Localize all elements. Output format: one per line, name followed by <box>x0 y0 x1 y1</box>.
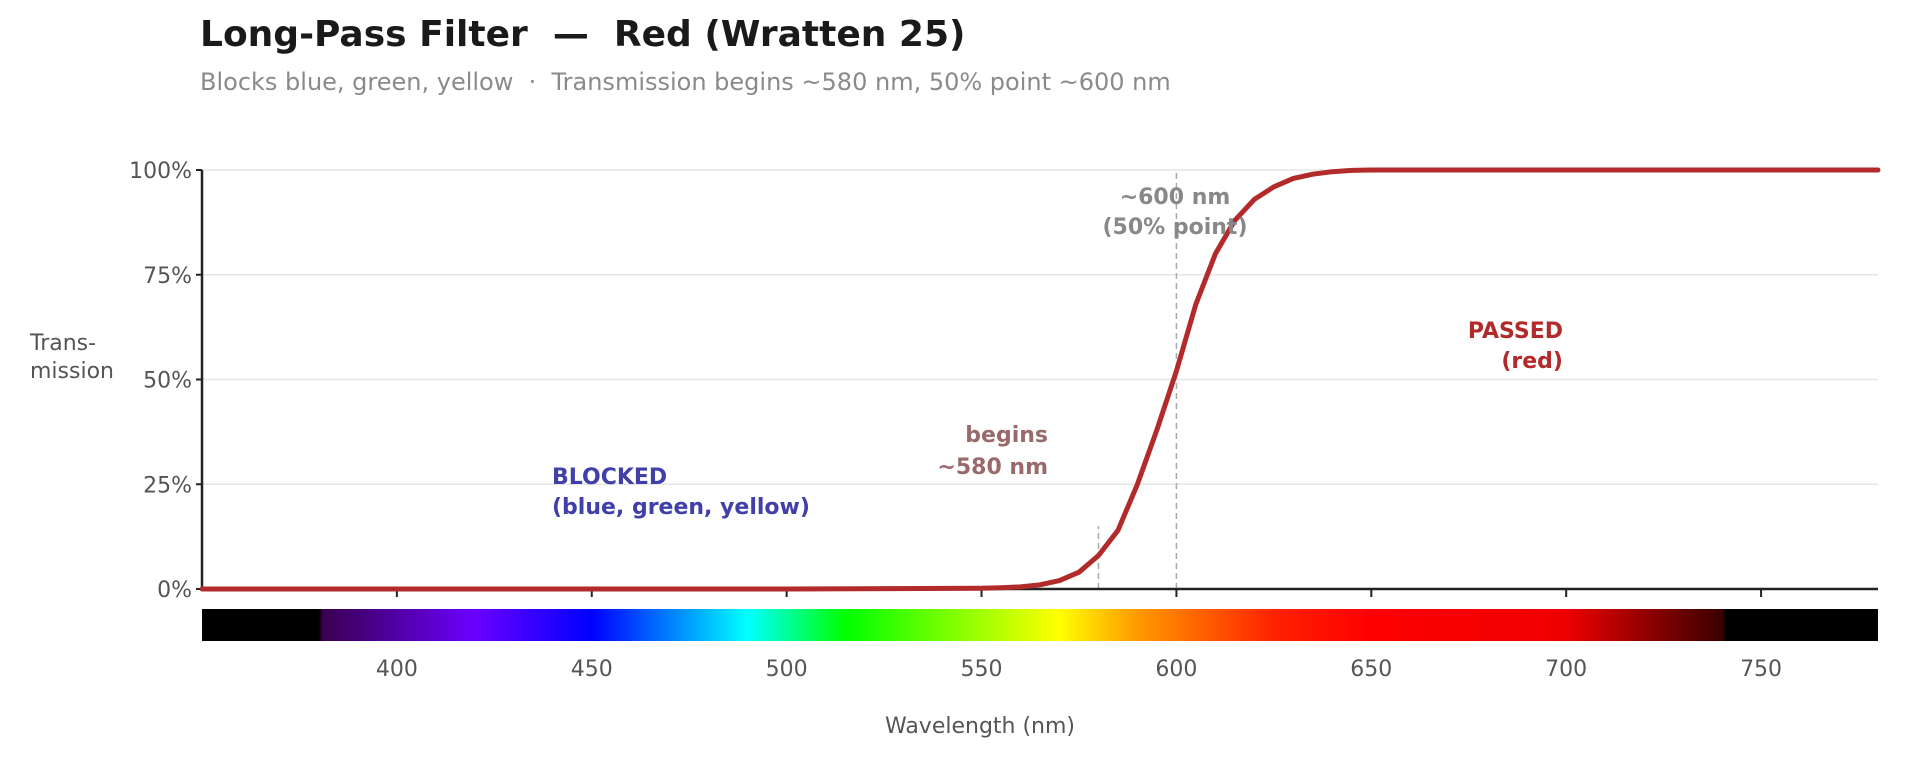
x-tick-label: 400 <box>376 657 418 682</box>
y-tick-label: 0% <box>157 578 192 603</box>
chart-title: Long-Pass Filter — Red (Wratten 25) <box>200 14 966 55</box>
annotation-begins: begins ~580 nm <box>937 423 1048 480</box>
y-tick-labels: 0% 25% 50% 75% 100% <box>129 159 202 603</box>
annotation-blocked: BLOCKED (blue, green, yellow) <box>552 465 810 520</box>
x-tick-label: 550 <box>961 657 1003 682</box>
x-tick-label: 750 <box>1740 657 1782 682</box>
x-tick-label: 450 <box>571 657 613 682</box>
x-tick-label: 700 <box>1545 657 1587 682</box>
spectrum-bar <box>202 609 1878 641</box>
y-tick-label: 50% <box>143 369 192 394</box>
annotation-passed: PASSED (red) <box>1468 319 1563 374</box>
annotations: BLOCKED (blue, green, yellow) begins ~580 n… <box>552 185 1563 520</box>
y-tick-label: 25% <box>143 473 192 498</box>
y-axis-label-line2: mission <box>30 359 114 384</box>
x-tick-label: 650 <box>1350 657 1392 682</box>
x-axis-label: Wavelength (nm) <box>885 714 1075 739</box>
y-tick-label: 100% <box>129 159 192 184</box>
x-tick-label: 500 <box>766 657 808 682</box>
y-tick-label: 75% <box>143 264 192 289</box>
y-axis-label-line1: Trans- <box>29 331 96 356</box>
transmission-curve <box>199 167 1881 592</box>
chart-subtitle: Blocks blue, green, yellow · Transmissio… <box>200 68 1171 96</box>
x-tick-label: 600 <box>1155 657 1197 682</box>
annotation-fifty: ~600 nm (50% point) <box>1102 185 1247 240</box>
